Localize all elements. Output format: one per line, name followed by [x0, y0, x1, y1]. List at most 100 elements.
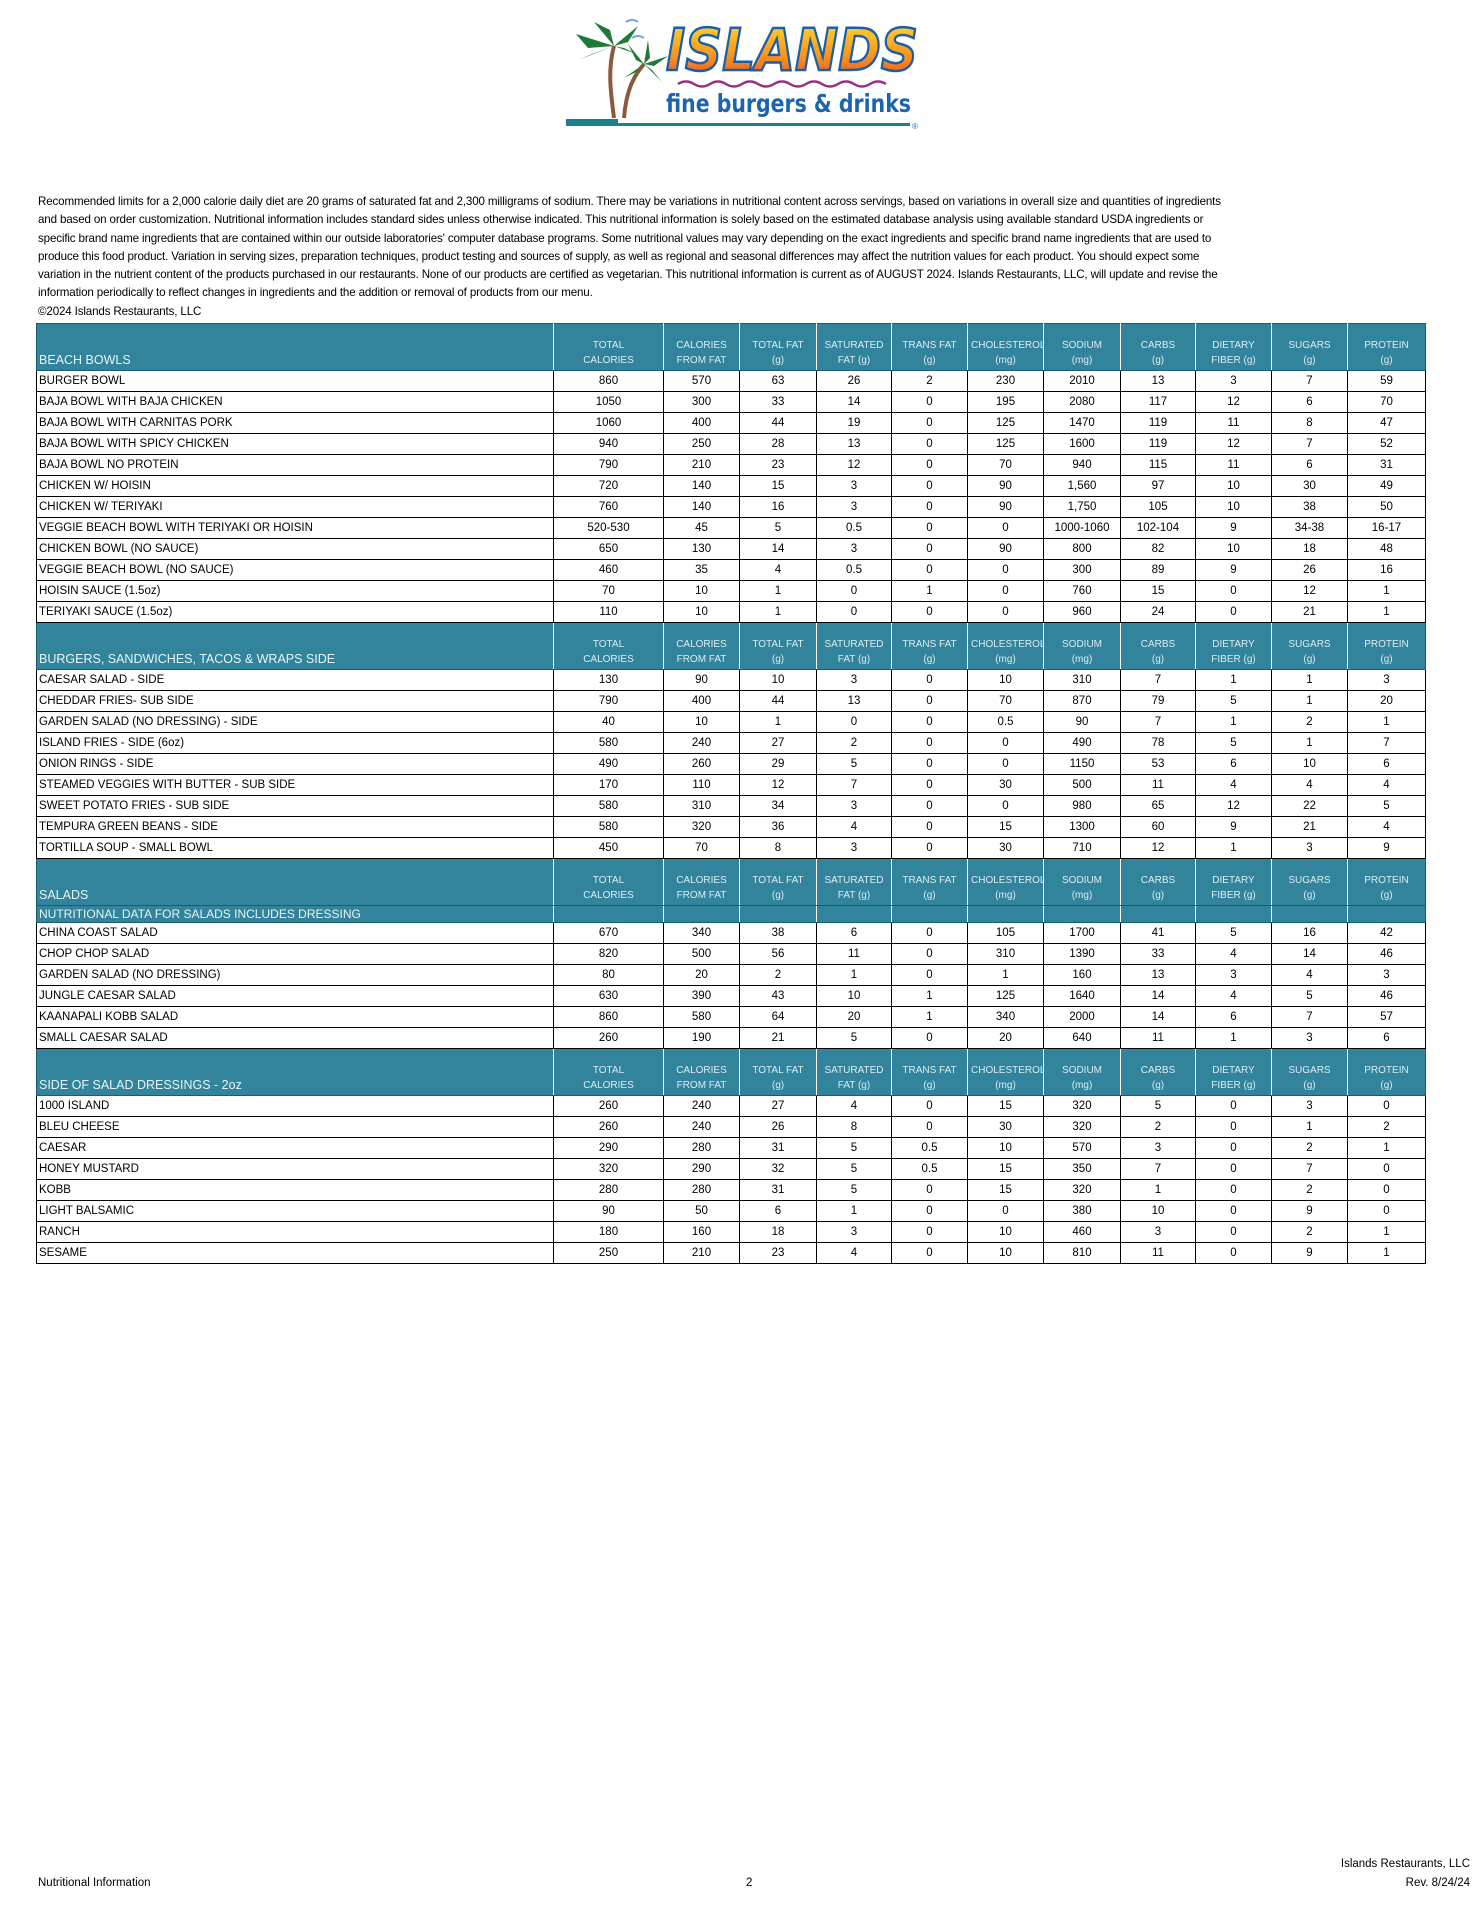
column-header-line1: TOTAL FAT — [752, 1065, 804, 1076]
nutrient-value: 0 — [891, 1027, 968, 1049]
column-header-line1: TRANS FAT — [902, 340, 957, 351]
nutrient-value: 1150 — [1043, 753, 1121, 775]
nutrient-value: 34-38 — [1271, 517, 1348, 539]
nutrient-value: 580 — [553, 795, 664, 817]
nutrient-value: 6 — [1271, 454, 1348, 476]
column-header-line1: CARBS — [1140, 340, 1176, 351]
column-header: CALORIES FROM FAT — [663, 1048, 740, 1096]
table-row: TEMPURA GREEN BEANS - SIDE 580 320 36 4 0 15 13… — [36, 816, 1426, 838]
column-header-line2: (g) — [923, 654, 936, 665]
nutrient-value: 800 — [1043, 538, 1121, 560]
nutrient-value: 630 — [553, 985, 664, 1007]
column-header: CHOLESTEROL (mg) — [967, 622, 1044, 670]
item-name: HONEY MUSTARD — [36, 1158, 554, 1180]
table-row: KOBB 280 280 31 5 0 15 320 1 0 2 0 — [36, 1179, 1426, 1201]
column-header-line1: TOTAL — [592, 340, 625, 351]
nutrient-value: 15 — [967, 1095, 1044, 1117]
nutrient-value: 13 — [1120, 964, 1196, 986]
nutrient-value: 34 — [739, 795, 817, 817]
column-header-line1: CHOLESTEROL — [971, 639, 1044, 650]
nutrient-value: 0 — [967, 795, 1044, 817]
table-row: CAESAR SALAD - SIDE 130 90 10 3 0 10 310 7 1 1 3 — [36, 669, 1426, 691]
nutrient-value: 0 — [891, 669, 968, 691]
section-title: SIDE OF SALAD DRESSINGS - 2oz — [36, 1048, 554, 1096]
nutrient-value: 0.5 — [967, 711, 1044, 733]
nutrient-value: 33 — [739, 391, 817, 413]
item-name: KAANAPALI KOBB SALAD — [36, 1006, 554, 1028]
item-name: BAJA BOWL WITH BAJA CHICKEN — [36, 391, 554, 413]
nutrient-value: 0 — [891, 475, 968, 497]
nutrient-value: 3 — [816, 1221, 892, 1243]
nutrient-value: 320 — [1043, 1179, 1121, 1201]
nutrient-value: 0 — [967, 559, 1044, 581]
column-header-line2: (mg) — [1071, 890, 1093, 901]
disclaimer-line: and based on order customization. Nutrit… — [38, 213, 1204, 227]
column-header-line2: CALORIES — [583, 1080, 634, 1091]
nutrient-value: 6 — [739, 1200, 817, 1222]
section-header-row: SALADS TOTAL CALORIES CALORIES FROM FAT TOTAL… — [36, 858, 1426, 906]
column-header: CHOLESTEROL (mg) — [967, 323, 1044, 371]
column-header: PROTEIN (g) — [1347, 858, 1426, 906]
nutrient-value: 48 — [1347, 538, 1426, 560]
nutrient-value: 1000-1060 — [1043, 517, 1121, 539]
column-header: SODIUM (mg) — [1043, 858, 1121, 906]
nutrient-value: 140 — [663, 496, 740, 518]
nutrient-value: 3 — [1120, 1221, 1196, 1243]
column-header-line1: TRANS FAT — [902, 1065, 957, 1076]
column-header: TOTAL CALORIES — [553, 323, 664, 371]
logo-brand: ISLANDS — [666, 16, 918, 84]
section-note-row: NUTRITIONAL DATA FOR SALADS INCLUDES DRE… — [36, 905, 1426, 923]
nutrient-value: 53 — [1120, 753, 1196, 775]
column-header-line1: PROTEIN — [1364, 1065, 1409, 1076]
item-name: SWEET POTATO FRIES - SUB SIDE — [36, 795, 554, 817]
nutrient-value: 1 — [1120, 1179, 1196, 1201]
nutrient-value: 0 — [891, 538, 968, 560]
table-row: BLEU CHEESE 260 240 26 8 0 30 320 2 0 1 2 — [36, 1116, 1426, 1138]
nutrient-value: 0 — [967, 580, 1044, 602]
nutrient-value: 10 — [739, 669, 817, 691]
nutrient-value: 1 — [891, 1006, 968, 1028]
column-header: DIETARY FIBER (g) — [1195, 1048, 1272, 1096]
nutrient-value: 1 — [739, 580, 817, 602]
nutrient-value: 940 — [1043, 454, 1121, 476]
column-header-line2: (g) — [771, 654, 785, 665]
nutrient-value: 0 — [1195, 1116, 1272, 1138]
nutrient-value: 4 — [1195, 943, 1272, 965]
nutrient-value: 7 — [1271, 370, 1348, 392]
nutrient-value: 1390 — [1043, 943, 1121, 965]
nutrient-value: 11 — [1195, 412, 1272, 434]
nutrient-value: 870 — [1043, 690, 1121, 712]
nutrient-value: 0 — [891, 922, 968, 944]
nutrient-value: 16 — [739, 496, 817, 518]
nutrient-value: 20 — [967, 1027, 1044, 1049]
nutrient-value: 12 — [739, 774, 817, 796]
empty-cell — [553, 905, 664, 923]
nutrient-value: 6 — [1195, 753, 1272, 775]
column-header-line2: CALORIES — [583, 355, 634, 366]
nutrient-value: 340 — [663, 922, 740, 944]
nutrient-value: 2 — [1271, 1137, 1348, 1159]
nutrient-value: 21 — [739, 1027, 817, 1049]
column-header-line2: (g) — [923, 355, 936, 366]
nutrient-value: 260 — [553, 1027, 664, 1049]
nutrient-value: 0 — [891, 412, 968, 434]
nutrient-value: 0 — [891, 964, 968, 986]
table-row: HOISIN SAUCE (1.5oz) 70 10 1 0 1 0 760 15 0 12 1 — [36, 580, 1426, 602]
nutrient-value: 4 — [1347, 816, 1426, 838]
item-name: CHEDDAR FRIES- SUB SIDE — [36, 690, 554, 712]
nutrient-value: 20 — [1347, 690, 1426, 712]
nutrient-value: 0 — [1195, 580, 1272, 602]
column-header-line2: (g) — [1380, 654, 1393, 665]
nutrient-value: 2 — [816, 732, 892, 754]
nutrient-value: 23 — [739, 454, 817, 476]
nutrient-value: 4 — [816, 1095, 892, 1117]
nutrient-value: 4 — [1347, 774, 1426, 796]
column-header: CALORIES FROM FAT — [663, 622, 740, 670]
nutrient-value: 12 — [1195, 433, 1272, 455]
nutrient-value: 13 — [1120, 370, 1196, 392]
nutrient-value: 23 — [739, 1242, 817, 1264]
nutrient-value: 490 — [553, 753, 664, 775]
nutrient-value: 0 — [1195, 1137, 1272, 1159]
column-header-line2: (g) — [1151, 654, 1165, 665]
nutrient-value: 1 — [739, 711, 817, 733]
